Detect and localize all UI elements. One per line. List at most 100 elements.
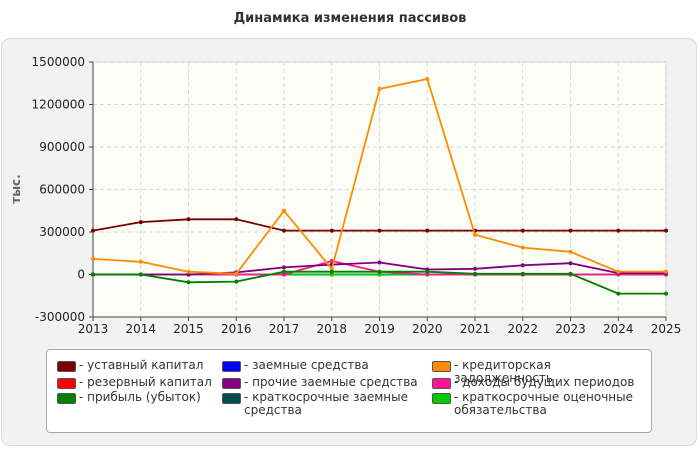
data-point (282, 269, 286, 274)
data-point (329, 228, 334, 233)
data-point (568, 261, 573, 266)
y-tick-label: 300000 (39, 225, 85, 239)
legend: - уставный капитал - заемные средства - кр… (46, 349, 652, 433)
data-point (664, 269, 668, 274)
data-point (186, 272, 191, 277)
data-point (473, 271, 477, 276)
data-point (425, 228, 430, 233)
data-point (186, 269, 191, 274)
series-3 (91, 269, 668, 296)
series-7 (91, 77, 668, 276)
legend-item: - прочие заемные средства (222, 376, 422, 389)
legend-item: - кредиторская задолженность (432, 359, 647, 385)
series-lines (91, 77, 668, 296)
legend-item: - уставный капитал (57, 359, 217, 372)
legend-swatch (432, 361, 451, 372)
data-point (377, 272, 382, 277)
x-tick-label: 2013 (78, 322, 109, 336)
data-point (520, 228, 525, 233)
legend-item: - краткосрочные заемные средства (222, 391, 422, 417)
legend-item: - краткосрочные оценочные обязательства (432, 391, 647, 417)
data-point (520, 263, 525, 268)
legend-swatch (222, 361, 241, 372)
legend-label: - резервный капитал (79, 375, 212, 389)
series-1 (91, 217, 668, 233)
legend-swatch (432, 378, 451, 389)
legend-swatch (57, 393, 76, 404)
data-point (568, 228, 573, 233)
x-tick-label: 2016 (221, 322, 252, 336)
x-tick-label: 2018 (316, 322, 347, 336)
legend-label: - кредиторская задолженность (454, 358, 553, 385)
x-tick-label: 2020 (412, 322, 443, 336)
data-point (616, 291, 621, 296)
legend-label: - прочие заемные средства (244, 375, 418, 389)
legend-label: - доходы будущих периодов (454, 375, 635, 389)
data-point (186, 280, 191, 285)
data-point (377, 86, 382, 91)
data-point (425, 272, 430, 277)
data-point (473, 232, 477, 237)
data-point (138, 259, 143, 264)
data-point (520, 271, 525, 276)
data-point (329, 269, 334, 274)
y-tick-label: 1500000 (32, 55, 85, 69)
legend-label: - уставный капитал (79, 358, 204, 372)
y-tick-label: 600000 (39, 183, 85, 197)
y-tick-label: -300000 (35, 310, 85, 324)
data-point (234, 279, 239, 284)
legend-item: - прибыль (убыток) (57, 391, 217, 404)
y-tick-label: 0 (77, 268, 85, 282)
data-point (329, 272, 334, 277)
x-tick-label: 2015 (173, 322, 204, 336)
data-point (377, 260, 382, 265)
data-point (234, 271, 239, 276)
data-point (91, 256, 95, 261)
legend-item: - резервный капитал (57, 376, 217, 389)
legend-label: - краткосрочные оценочные обязательства (454, 390, 633, 417)
legend-swatch (222, 393, 241, 404)
data-point (234, 217, 239, 222)
data-point (329, 266, 334, 271)
data-point (425, 77, 430, 81)
data-point (425, 269, 430, 274)
data-point (664, 291, 668, 296)
legend-label: - заемные средства (244, 358, 369, 372)
data-point (377, 269, 382, 274)
y-axis-label: тыс. (9, 174, 23, 203)
data-point (520, 245, 525, 250)
legend-swatch (57, 378, 76, 389)
legend-swatch (432, 393, 451, 404)
x-tick-label: 2017 (269, 322, 300, 336)
data-point (282, 208, 286, 213)
data-point (91, 272, 95, 277)
data-point (91, 228, 95, 233)
x-tick-label: 2024 (603, 322, 634, 336)
x-tick-label: 2023 (555, 322, 586, 336)
legend-label: - прибыль (убыток) (79, 390, 201, 404)
x-tick-label: 2025 (651, 322, 682, 336)
data-point (186, 217, 191, 222)
data-point (282, 272, 286, 277)
legend-label: - краткосрочные заемные средства (244, 390, 408, 417)
data-point (664, 228, 668, 233)
data-point (138, 220, 143, 225)
legend-item: - доходы будущих периодов (432, 376, 647, 389)
axes: -300000 0 300000 600000 900000 1200000 1500000… (32, 55, 682, 336)
legend-item: - заемные средства (222, 359, 422, 372)
x-tick-label: 2019 (364, 322, 395, 336)
data-point (377, 228, 382, 233)
data-point (138, 272, 143, 277)
y-tick-label: 900000 (39, 140, 85, 154)
data-point (616, 228, 621, 233)
data-point (568, 249, 573, 254)
chart-title: Динамика изменения пассивов (233, 11, 467, 26)
x-tick-label: 2022 (507, 322, 538, 336)
y-tick-label: 1200000 (32, 98, 85, 112)
data-point (282, 265, 286, 270)
legend-swatch (222, 378, 241, 389)
x-tick-label: 2014 (125, 322, 156, 336)
legend-swatch (57, 361, 76, 372)
data-point (473, 266, 477, 271)
